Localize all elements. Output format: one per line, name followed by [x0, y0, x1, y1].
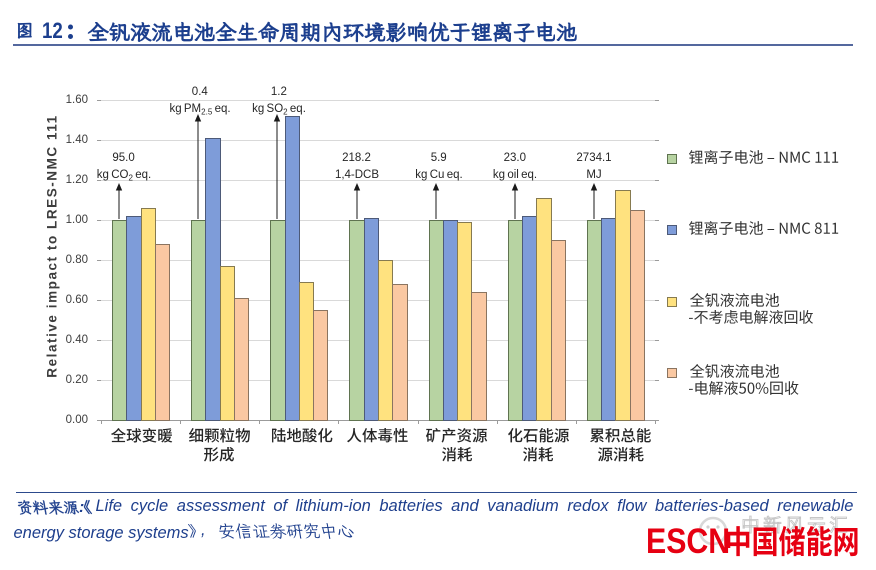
svg-text:kg SO2 eq.: kg SO2 eq.: [252, 103, 306, 117]
svg-text:kg CO2 eq.: kg CO2 eq.: [96, 169, 150, 183]
svg-text:kg oil eq.: kg oil eq.: [493, 169, 537, 181]
svg-text:kg PM2.5 eq.: kg PM2.5 eq.: [169, 103, 230, 117]
svg-text:kg Cu eq.: kg Cu eq.: [415, 169, 462, 181]
svg-text:MJ: MJ: [586, 169, 601, 181]
svg-text:1,4-DCB: 1,4-DCB: [334, 169, 378, 181]
